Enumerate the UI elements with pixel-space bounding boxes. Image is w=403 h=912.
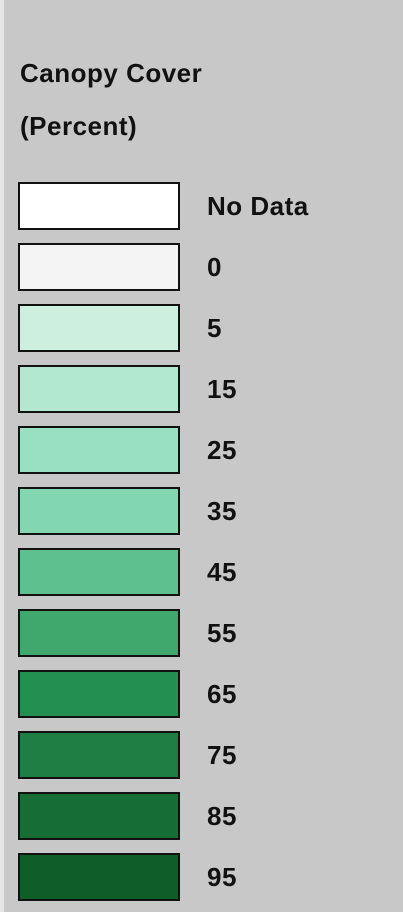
- legend-label: 95: [207, 862, 237, 892]
- color-swatch: [18, 365, 180, 413]
- legend-item: 15: [18, 365, 398, 413]
- legend-item: 35: [18, 487, 398, 535]
- legend-item: 55: [18, 609, 398, 657]
- legend-item: 85: [18, 792, 398, 840]
- legend-item: 5: [18, 304, 398, 352]
- legend-label: 15: [207, 374, 237, 404]
- color-swatch: [18, 182, 180, 230]
- legend-label: 55: [207, 618, 237, 648]
- legend-label: 5: [207, 313, 222, 343]
- legend-item: No Data: [18, 182, 398, 230]
- legend-label: 35: [207, 496, 237, 526]
- color-swatch: [18, 548, 180, 596]
- legend-subtitle: (Percent): [20, 111, 138, 141]
- color-swatch: [18, 426, 180, 474]
- legend-item: 95: [18, 853, 398, 901]
- color-swatch: [18, 792, 180, 840]
- legend-item: 75: [18, 731, 398, 779]
- color-swatch: [18, 609, 180, 657]
- legend-item: 25: [18, 426, 398, 474]
- legend-label: 65: [207, 679, 237, 709]
- color-swatch: [18, 487, 180, 535]
- legend-label: 45: [207, 557, 237, 587]
- color-swatch: [18, 853, 180, 901]
- legend-title: Canopy Cover: [20, 58, 203, 88]
- legend-label: 75: [207, 740, 237, 770]
- color-swatch: [18, 670, 180, 718]
- legend-item: 65: [18, 670, 398, 718]
- color-swatch: [18, 243, 180, 291]
- legend-label: 85: [207, 801, 237, 831]
- legend-item: 45: [18, 548, 398, 596]
- color-swatch: [18, 731, 180, 779]
- legend-label: No Data: [207, 191, 309, 221]
- color-swatch: [18, 304, 180, 352]
- legend-item: 0: [18, 243, 398, 291]
- legend-label: 0: [207, 252, 222, 282]
- legend-label: 25: [207, 435, 237, 465]
